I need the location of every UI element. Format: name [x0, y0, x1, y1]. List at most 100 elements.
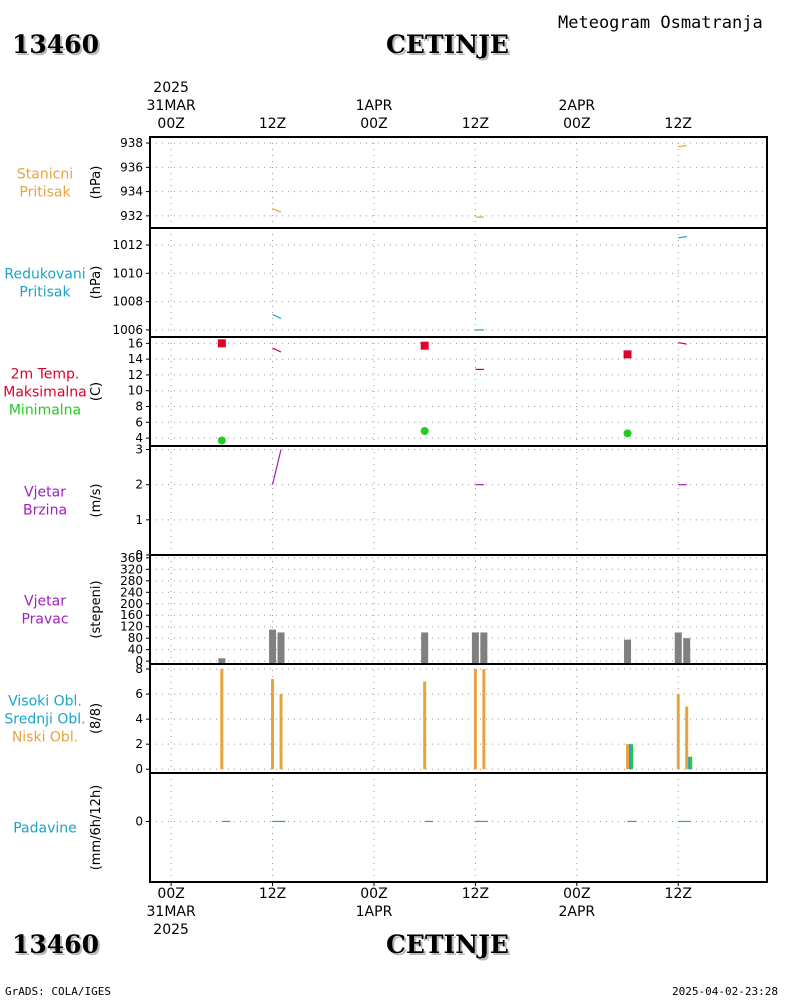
station-pressure-panel-frame [149, 136, 768, 229]
top-time-label: 12Z [665, 116, 692, 132]
y-tick-label: 1008 [112, 295, 143, 309]
y-tick-label: 8 [135, 662, 143, 676]
wind-direction-panel-frame [149, 554, 768, 665]
wind-direction-bar [683, 638, 691, 664]
temp-line-segment [272, 347, 282, 353]
low-cloud-bar [676, 694, 680, 770]
y-tick-label: 120 [120, 620, 143, 634]
top-date-label: 2APR [559, 98, 596, 114]
wind-direction-label: Pravac [21, 612, 68, 628]
low-cloud-bar [473, 669, 477, 770]
footer-timestamp: 2025-04-02-23:28 [672, 985, 778, 998]
min-temp-marker [217, 436, 226, 445]
wind-speed-label: Vjetar [24, 485, 66, 501]
bottom-time-label: 12Z [462, 886, 489, 902]
clouds-unit-label: (8/8) [89, 703, 104, 734]
y-tick-label: 2 [135, 737, 143, 751]
low-cloud-bar [279, 694, 283, 770]
y-tick-label: 200 [120, 597, 143, 611]
mid-cloud-bar [629, 744, 632, 770]
low-cloud-bar [271, 679, 275, 770]
low-cloud-bar [220, 669, 224, 770]
bottom-time-label: 12Z [259, 886, 286, 902]
y-tick-label: 2 [135, 478, 143, 492]
temperature-label: 2m Temp. [11, 367, 80, 383]
wind-direction-bar [421, 632, 429, 664]
bottom-time-label: 12Z [665, 886, 692, 902]
top-date-label: 1APR [356, 98, 393, 114]
precipitation-panel-frame [149, 772, 768, 883]
y-tick-label: 280 [120, 574, 143, 588]
y-tick-label: 6 [135, 687, 143, 701]
y-tick-label: 320 [120, 562, 143, 576]
y-tick-label: 14 [128, 352, 143, 366]
y-tick-label: 240 [120, 585, 143, 599]
chart-subtitle: Meteogram Osmatranja [558, 13, 763, 33]
y-tick-label: 4 [135, 712, 143, 726]
high-cloud-bar [690, 756, 693, 770]
wind-direction-bar [277, 632, 285, 664]
precipitation-label: Padavine [13, 821, 77, 837]
y-tick-label: 0 [135, 548, 143, 562]
y-tick-label: 1010 [112, 266, 143, 280]
station-pressure-label: Pritisak [19, 185, 71, 201]
temp-line-segment [678, 341, 687, 345]
y-tick-label: 936 [120, 160, 143, 174]
top-time-label: 00Z [157, 116, 184, 132]
station-name-bottom: CETINJE [386, 930, 509, 959]
footer-credit: GrADS: COLA/IGES [5, 985, 111, 998]
y-tick-label: 938 [120, 136, 143, 150]
top-time-label: 00Z [563, 116, 590, 132]
min-temp-marker [623, 429, 632, 438]
max-temp-marker [623, 350, 632, 359]
wind-direction-label: Vjetar [24, 594, 66, 610]
temperature-label: Minimalna [9, 403, 81, 419]
y-tick-label: 160 [120, 608, 143, 622]
wind-direction-bar [480, 632, 488, 664]
station-pressure-line-segment [272, 208, 282, 213]
y-tick-label: 1 [135, 513, 143, 527]
wind-speed-label: Brzina [23, 503, 67, 519]
top-time-label: 12Z [462, 116, 489, 132]
y-tick-label: 16 [128, 336, 143, 350]
mid-cloud-bar [688, 756, 691, 770]
top-time-label: 12Z [259, 116, 286, 132]
reduced-pressure-unit-label: (hPa) [89, 266, 104, 300]
min-temp-marker [420, 426, 429, 435]
y-tick-label: 12 [128, 368, 143, 382]
y-tick-label: 40 [128, 643, 143, 657]
station-id-bottom: 13460 [12, 930, 99, 959]
wind-direction-bar [624, 639, 632, 664]
wind-direction-unit-label: (stepeni) [89, 580, 104, 638]
y-tick-label: 3 [135, 443, 143, 457]
y-tick-label: 932 [120, 209, 143, 223]
y-tick-label: 10 [128, 384, 143, 398]
wind-direction-bar [674, 632, 682, 664]
y-tick-label: 4 [135, 431, 143, 445]
temperature-unit-label: (C) [89, 382, 104, 401]
bottom-date-label: 31MAR [147, 904, 196, 920]
reduced-pressure-label: Redukovani [4, 267, 85, 283]
station-pressure-unit-label: (hPa) [89, 166, 104, 200]
reduced-pressure-label: Pritisak [19, 285, 71, 301]
reduced-pressure-panel-frame [149, 227, 768, 338]
bottom-time-label: 00Z [563, 886, 590, 902]
bottom-year-label: 2025 [153, 922, 189, 938]
station-pressure-label: Stanicni [17, 167, 73, 183]
high-cloud-bar [631, 744, 634, 770]
y-tick-label: 0 [135, 814, 143, 828]
bottom-date-label: 1APR [356, 904, 393, 920]
y-tick-label: 1012 [112, 238, 143, 252]
clouds-label: Visoki Obl. [8, 694, 82, 710]
reduced-pressure-line-segment [678, 235, 687, 239]
low-cloud-bar [423, 681, 427, 770]
temperature-panel-frame [149, 336, 768, 447]
max-temp-marker [217, 339, 226, 348]
low-cloud-bar [685, 706, 689, 770]
bottom-time-label: 00Z [360, 886, 387, 902]
max-temp-marker [420, 341, 429, 350]
top-year-label: 2025 [153, 80, 189, 96]
reduced-pressure-line-segment [272, 313, 282, 320]
y-tick-label: 0 [135, 762, 143, 776]
